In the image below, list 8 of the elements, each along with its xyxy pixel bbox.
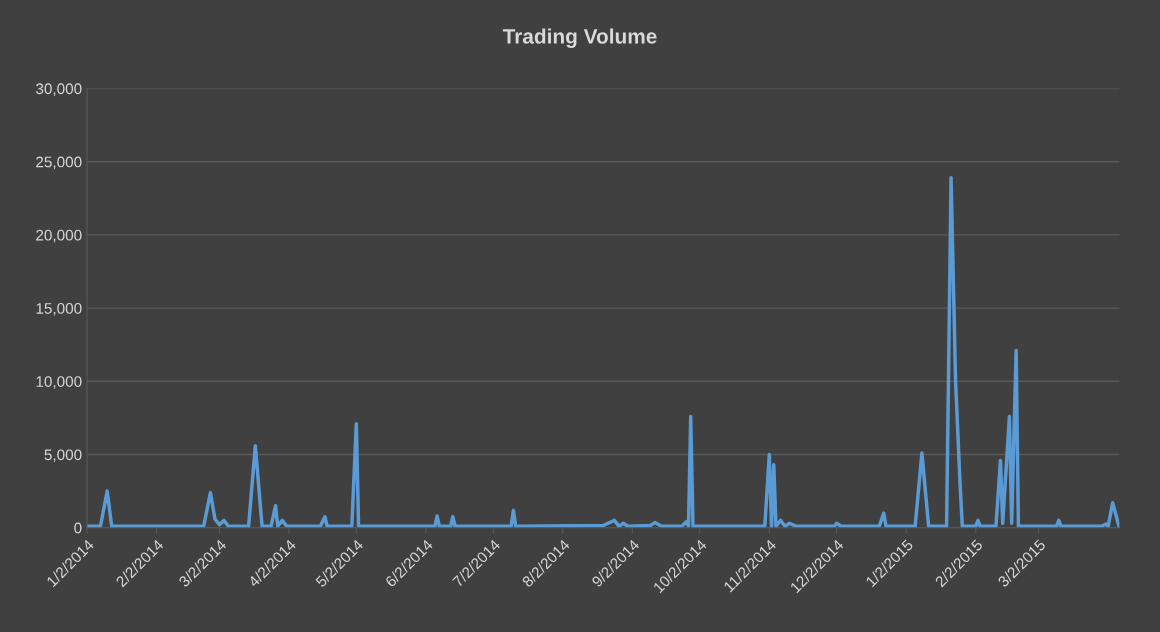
chart-title: Trading Volume xyxy=(502,28,657,48)
y-tick-label: 20,000 xyxy=(36,229,82,243)
y-tick-label: 10,000 xyxy=(36,376,82,389)
y-tick-label: 15,000 xyxy=(36,302,82,316)
y-tick-label: 0 xyxy=(74,522,82,534)
y-tick-label: 30,000 xyxy=(36,83,82,96)
y-tick-label: 5,000 xyxy=(44,449,82,462)
y-tick-label: 25,000 xyxy=(36,156,82,170)
